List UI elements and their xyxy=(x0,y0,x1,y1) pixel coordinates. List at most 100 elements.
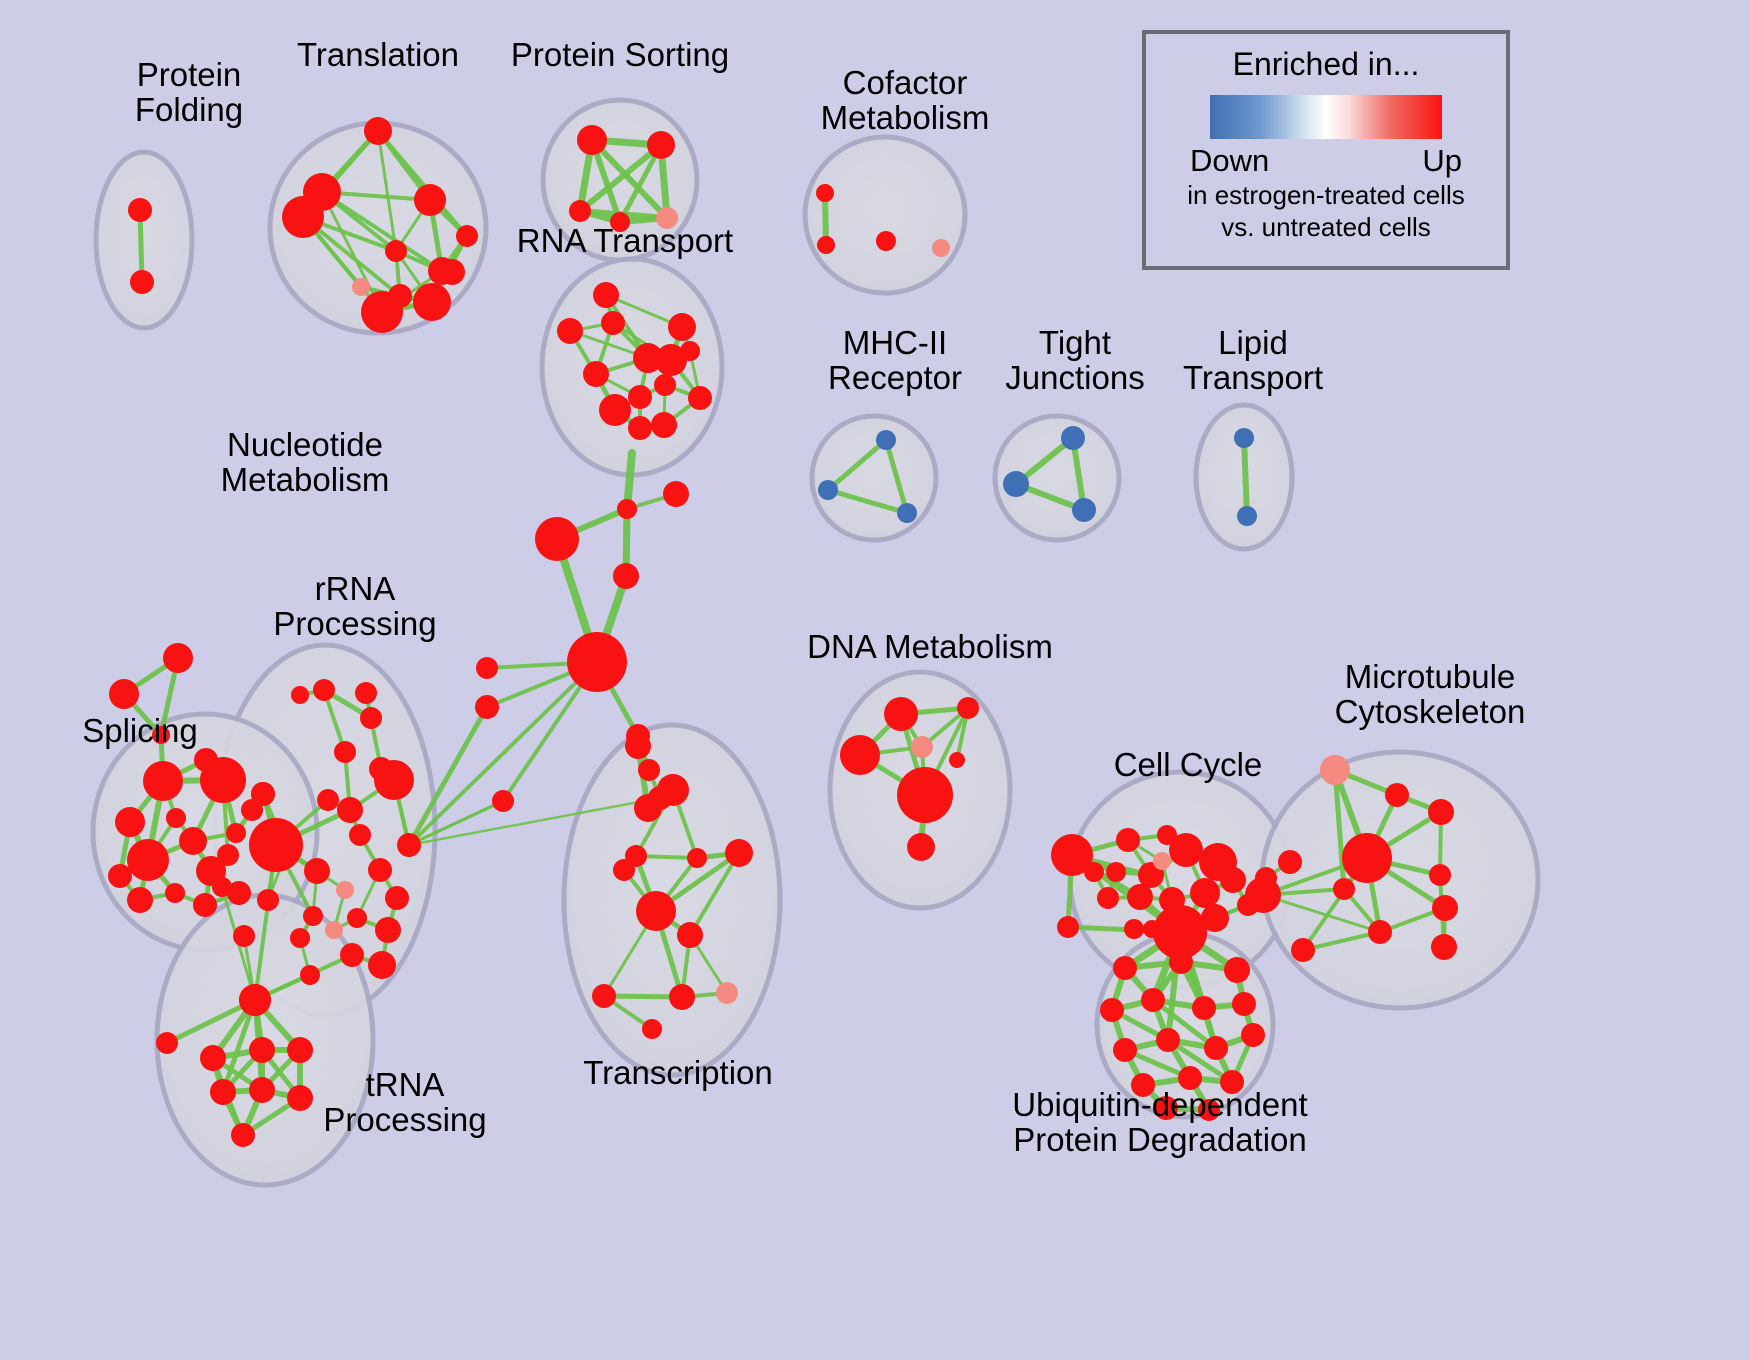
network-node xyxy=(816,184,834,202)
network-node xyxy=(165,883,185,903)
network-node xyxy=(439,259,465,285)
network-node xyxy=(193,893,217,917)
network-node xyxy=(414,184,446,216)
network-node xyxy=(156,1032,178,1054)
network-node xyxy=(1153,905,1207,959)
network-node xyxy=(1342,833,1392,883)
network-node xyxy=(413,283,451,321)
network-node xyxy=(656,207,678,229)
legend-caption-line2: vs. untreated cells xyxy=(1221,211,1431,242)
network-node xyxy=(1153,852,1171,870)
network-node xyxy=(1131,1073,1155,1097)
network-node xyxy=(368,951,396,979)
network-node xyxy=(340,943,364,967)
network-node xyxy=(290,928,310,948)
network-node xyxy=(897,767,953,823)
network-node xyxy=(233,925,255,947)
network-node xyxy=(610,212,630,232)
network-node xyxy=(1127,884,1153,910)
bridge-node xyxy=(475,695,499,719)
network-node xyxy=(1241,1023,1265,1047)
network-node xyxy=(127,839,169,881)
network-node xyxy=(817,236,835,254)
network-node xyxy=(128,198,152,222)
network-node xyxy=(200,1045,226,1071)
bridge-node xyxy=(613,563,639,589)
network-node xyxy=(241,799,263,821)
network-node xyxy=(642,1019,662,1039)
network-node xyxy=(313,679,335,701)
network-node xyxy=(725,839,753,867)
network-node xyxy=(876,231,896,251)
network-node xyxy=(1072,498,1096,522)
network-edge xyxy=(220,997,258,1095)
network-node xyxy=(876,430,896,450)
network-node xyxy=(647,131,675,159)
network-node xyxy=(1057,916,1079,938)
network-node xyxy=(628,385,652,409)
network-node xyxy=(1097,887,1119,909)
network-node xyxy=(249,818,303,872)
network-node xyxy=(152,726,170,744)
network-node xyxy=(884,697,918,731)
network-edge xyxy=(1261,893,1382,934)
network-node xyxy=(355,682,377,704)
network-node xyxy=(1291,938,1315,962)
legend-box: Enriched in... Down Up in estrogen-treat… xyxy=(1142,30,1510,270)
cluster-halo xyxy=(802,134,968,296)
network-node xyxy=(179,827,207,855)
network-node xyxy=(1169,833,1203,867)
network-node xyxy=(1320,755,1350,785)
network-node xyxy=(1084,862,1104,882)
network-node xyxy=(196,856,226,886)
network-node xyxy=(257,889,279,911)
network-node xyxy=(115,807,145,837)
network-edge xyxy=(1241,435,1250,519)
network-node xyxy=(282,196,324,238)
bridge-edge xyxy=(407,660,599,847)
network-node xyxy=(287,1085,313,1111)
network-node xyxy=(688,386,712,410)
bridge-node xyxy=(626,724,650,748)
network-node xyxy=(109,679,139,709)
network-node xyxy=(1368,920,1392,944)
network-edge xyxy=(825,437,889,493)
network-edge xyxy=(1332,767,1347,892)
network-node xyxy=(249,1077,275,1103)
network-node xyxy=(1198,1099,1220,1121)
cluster-halo xyxy=(539,256,725,478)
network-node xyxy=(592,984,616,1008)
network-node xyxy=(303,906,323,926)
network-edge xyxy=(164,997,258,1046)
network-edge xyxy=(601,993,685,1000)
network-node xyxy=(1220,867,1246,893)
network-node xyxy=(317,789,339,811)
bridge-node xyxy=(638,759,660,781)
network-node xyxy=(1156,1028,1180,1052)
bridge-node xyxy=(648,786,672,810)
network-node xyxy=(226,823,246,843)
network-node xyxy=(300,965,320,985)
network-node xyxy=(1192,996,1216,1020)
cluster-halo xyxy=(809,413,939,543)
network-node xyxy=(1220,1070,1244,1094)
network-node xyxy=(636,891,676,931)
network-node xyxy=(375,917,401,943)
network-node xyxy=(334,741,356,763)
network-node xyxy=(1201,904,1229,932)
legend-color-ramp xyxy=(1210,95,1442,139)
legend-high-label: Up xyxy=(1422,143,1462,178)
network-node xyxy=(347,908,367,928)
network-node xyxy=(628,416,652,440)
network-node xyxy=(1429,864,1451,886)
network-node xyxy=(655,344,687,376)
network-node xyxy=(1124,919,1144,939)
network-node xyxy=(143,761,183,801)
cluster-halo xyxy=(93,149,195,331)
network-node xyxy=(1204,1036,1228,1060)
network-node xyxy=(291,686,309,704)
network-node xyxy=(840,735,880,775)
network-node xyxy=(613,859,635,881)
network-edge xyxy=(1070,435,1087,513)
network-node xyxy=(601,311,625,335)
